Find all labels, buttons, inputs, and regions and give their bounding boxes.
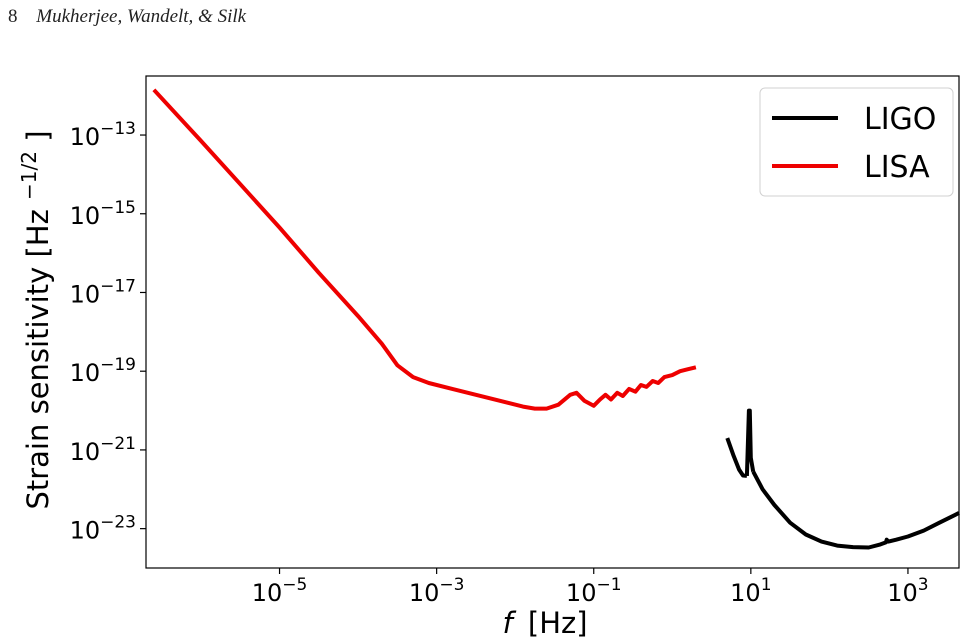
x-axis-title-var: f bbox=[502, 606, 516, 640]
y-axis-title-close: ] bbox=[21, 130, 55, 141]
y-axis-title-main: Strain sensitivity [Hz bbox=[21, 209, 55, 509]
x-axis-title: f [Hz] bbox=[502, 606, 587, 640]
series-line-ligo bbox=[725, 437, 748, 478]
x-tick-label: 101 bbox=[730, 575, 771, 607]
legend: LIGO LISA bbox=[759, 87, 954, 197]
x-axis-title-unit: [Hz] bbox=[528, 606, 588, 640]
y-tick-label: 10−23 bbox=[70, 513, 136, 545]
running-header: 8 Mukherjee, Wandelt, & Silk bbox=[8, 6, 246, 28]
y-tick-label: 10−15 bbox=[70, 198, 136, 230]
x-tick-label: 10−5 bbox=[252, 575, 308, 607]
legend-label-lisa: LISA bbox=[864, 150, 930, 185]
y-tick-label: 10−17 bbox=[70, 276, 136, 308]
plot-frame bbox=[145, 75, 960, 569]
y-axis-ticks: 10−13 10−15 10−17 10−19 10−21 10−23 bbox=[70, 119, 146, 545]
series-line-lisa bbox=[152, 88, 697, 411]
x-tick-label: 103 bbox=[887, 575, 928, 607]
y-axis-title-exp: −1/2 bbox=[17, 151, 41, 200]
x-axis-ticks: 10−5 10−3 10−1 101 103 bbox=[252, 568, 929, 607]
series-layer bbox=[152, 88, 960, 550]
series-line-ligo bbox=[744, 408, 756, 476]
series-lisa bbox=[152, 88, 697, 411]
y-tick-label: 10−13 bbox=[70, 119, 136, 151]
legend-box bbox=[759, 87, 954, 197]
x-tick-label: 10−1 bbox=[566, 575, 622, 607]
legend-label-ligo: LIGO bbox=[864, 102, 936, 137]
y-tick-label: 10−21 bbox=[70, 434, 136, 466]
x-tick-label: 10−3 bbox=[409, 575, 465, 607]
y-tick-label: 10−19 bbox=[70, 355, 136, 387]
y-axis-title: Strain sensitivity [Hz −1/2 ] bbox=[9, 130, 55, 509]
authors: Mukherjee, Wandelt, & Silk bbox=[36, 6, 247, 27]
page-number: 8 bbox=[8, 6, 18, 27]
series-ligo bbox=[725, 408, 960, 550]
series-line-ligo bbox=[751, 470, 960, 550]
